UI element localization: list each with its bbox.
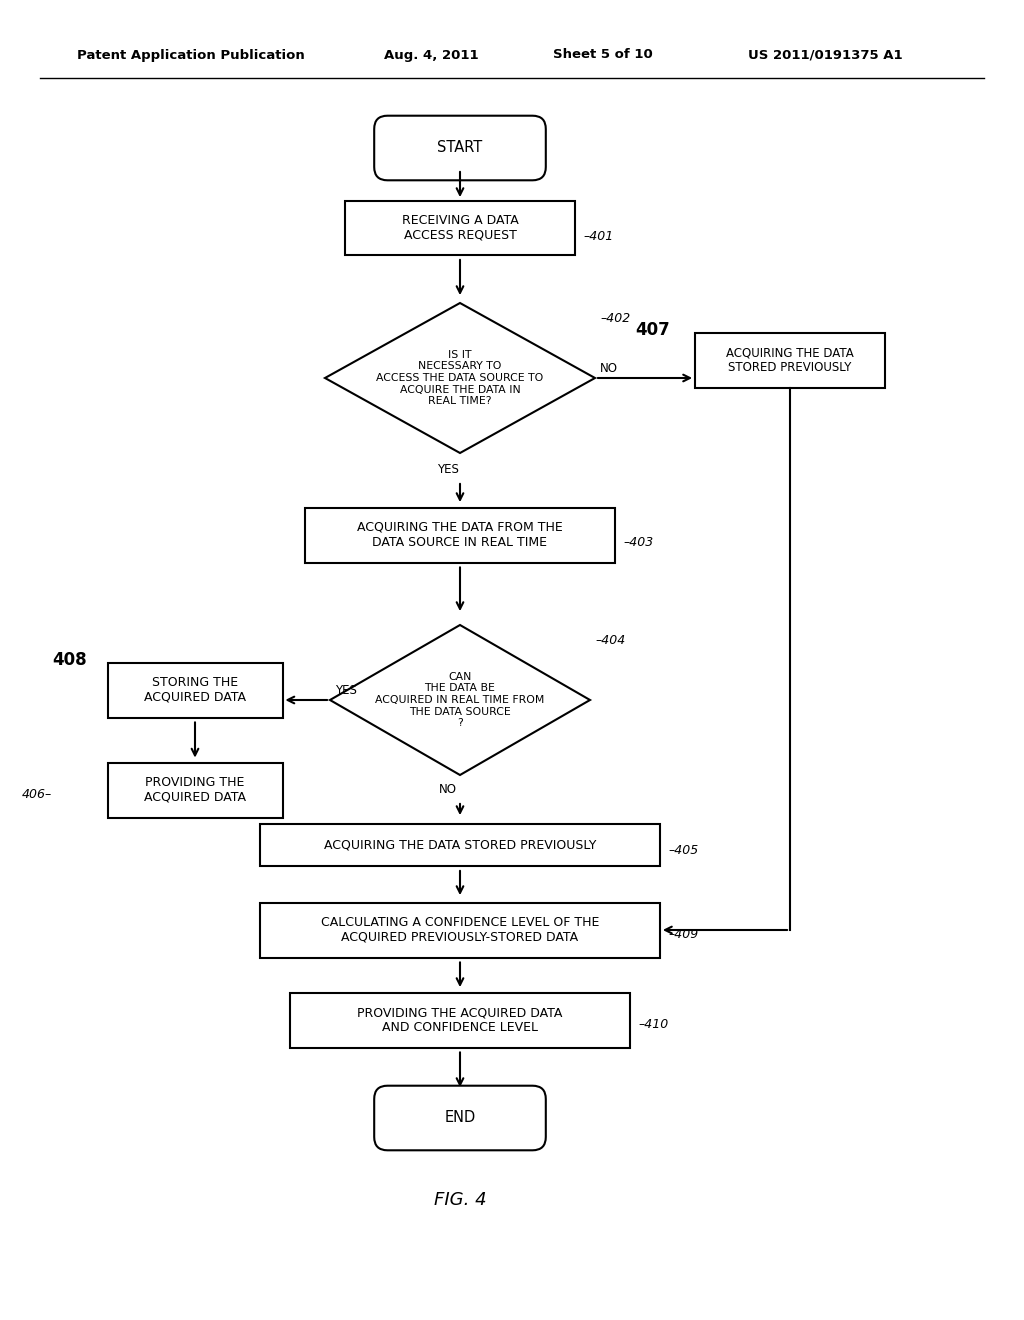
Text: 407: 407 xyxy=(635,321,670,339)
Text: –409: –409 xyxy=(668,928,698,941)
Bar xyxy=(260,824,660,866)
Text: PROVIDING THE
ACQUIRED DATA: PROVIDING THE ACQUIRED DATA xyxy=(144,776,246,804)
Text: 406–: 406– xyxy=(23,788,52,801)
Text: 408: 408 xyxy=(52,651,87,669)
Text: Sheet 5 of 10: Sheet 5 of 10 xyxy=(553,49,652,62)
Text: –404: –404 xyxy=(595,634,626,647)
Text: ACQUIRING THE DATA
STORED PREVIOUSLY: ACQUIRING THE DATA STORED PREVIOUSLY xyxy=(726,346,854,374)
Bar xyxy=(345,201,575,255)
Bar xyxy=(108,763,283,817)
Text: END: END xyxy=(444,1110,475,1126)
Text: YES: YES xyxy=(335,684,357,697)
Polygon shape xyxy=(325,304,595,453)
Bar xyxy=(108,663,283,718)
Text: –401: –401 xyxy=(583,230,613,243)
Text: START: START xyxy=(437,140,482,156)
Bar xyxy=(695,333,885,388)
Bar xyxy=(305,507,615,562)
FancyBboxPatch shape xyxy=(374,116,546,181)
Text: ACQUIRING THE DATA FROM THE
DATA SOURCE IN REAL TIME: ACQUIRING THE DATA FROM THE DATA SOURCE … xyxy=(357,521,563,549)
Text: STORING THE
ACQUIRED DATA: STORING THE ACQUIRED DATA xyxy=(144,676,246,704)
Text: PROVIDING THE ACQUIRED DATA
AND CONFIDENCE LEVEL: PROVIDING THE ACQUIRED DATA AND CONFIDEN… xyxy=(357,1006,562,1034)
Bar xyxy=(290,993,630,1048)
Text: US 2011/0191375 A1: US 2011/0191375 A1 xyxy=(748,49,902,62)
Text: –410: –410 xyxy=(638,1019,669,1031)
Text: RECEIVING A DATA
ACCESS REQUEST: RECEIVING A DATA ACCESS REQUEST xyxy=(401,214,518,242)
Text: Aug. 4, 2011: Aug. 4, 2011 xyxy=(384,49,478,62)
FancyBboxPatch shape xyxy=(374,1085,546,1150)
Text: YES: YES xyxy=(437,463,459,477)
Text: FIG. 4: FIG. 4 xyxy=(434,1191,486,1209)
Text: Patent Application Publication: Patent Application Publication xyxy=(77,49,304,62)
Text: –405: –405 xyxy=(668,843,698,857)
Text: NO: NO xyxy=(439,783,457,796)
Bar xyxy=(260,903,660,957)
Polygon shape xyxy=(330,624,590,775)
Text: –403: –403 xyxy=(623,536,653,549)
Text: –402: –402 xyxy=(600,312,630,325)
Text: CALCULATING A CONFIDENCE LEVEL OF THE
ACQUIRED PREVIOUSLY-STORED DATA: CALCULATING A CONFIDENCE LEVEL OF THE AC… xyxy=(321,916,599,944)
Text: CAN
THE DATA BE
ACQUIRED IN REAL TIME FROM
THE DATA SOURCE
?: CAN THE DATA BE ACQUIRED IN REAL TIME FR… xyxy=(376,672,545,729)
Text: ACQUIRING THE DATA STORED PREVIOUSLY: ACQUIRING THE DATA STORED PREVIOUSLY xyxy=(324,838,596,851)
Text: NO: NO xyxy=(600,362,618,375)
Text: IS IT
NECESSARY TO
ACCESS THE DATA SOURCE TO
ACQUIRE THE DATA IN
REAL TIME?: IS IT NECESSARY TO ACCESS THE DATA SOURC… xyxy=(377,350,544,407)
